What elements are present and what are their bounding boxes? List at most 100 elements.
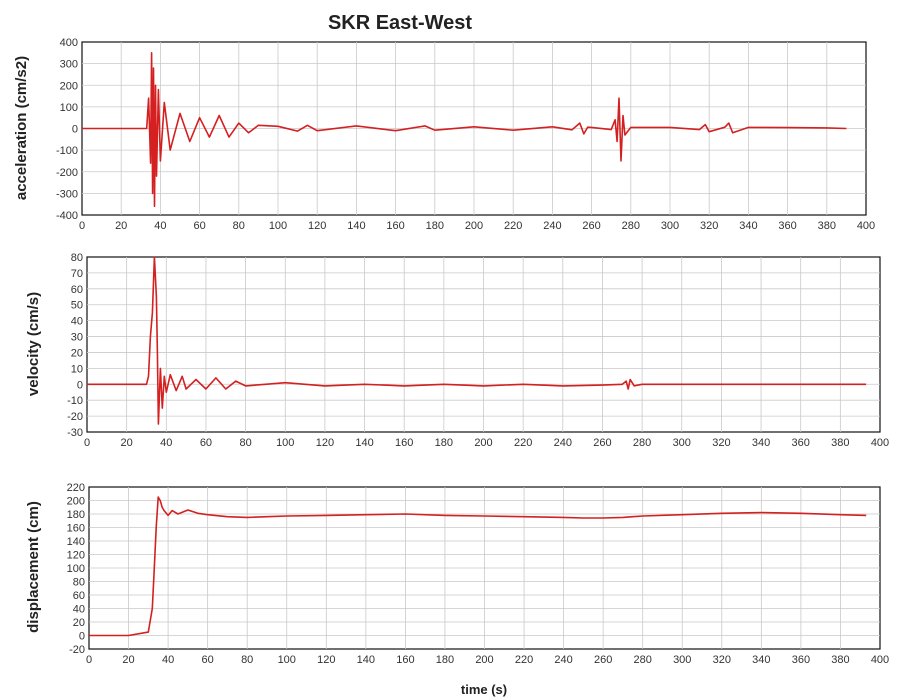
velocity-xtick-label: 240	[554, 437, 572, 449]
acceleration-ytick-label: -400	[56, 210, 78, 222]
velocity-xtick-label: 260	[593, 437, 611, 449]
velocity-ytick-label: 50	[71, 300, 83, 312]
acceleration-ytick-label: 300	[60, 59, 78, 71]
velocity-ytick-label: 0	[77, 379, 83, 391]
displacement-ytick-label: 100	[67, 563, 85, 575]
displacement-xtick-label: 300	[673, 654, 691, 666]
displacement-ytick-label: 220	[67, 482, 85, 494]
acceleration-xtick-label: 120	[308, 220, 326, 232]
displacement-xtick-label: 200	[475, 654, 493, 666]
velocity-ytick-label: 20	[71, 347, 83, 359]
velocity-ytick-label: 30	[71, 332, 83, 344]
displacement-xtick-label: 160	[396, 654, 414, 666]
velocity-xtick-label: 220	[514, 437, 532, 449]
velocity-xtick-label: 320	[712, 437, 730, 449]
velocity-trace-layer	[87, 256, 867, 425]
velocity-xtick-label: 340	[752, 437, 770, 449]
velocity-ytick-label: -10	[67, 395, 83, 407]
velocity-xtick-label: 380	[831, 437, 849, 449]
displacement-trace	[89, 496, 867, 637]
acceleration-xtick-label: 40	[154, 220, 166, 232]
acceleration-xtick-label: 0	[79, 220, 85, 232]
acceleration-trace	[82, 51, 847, 208]
displacement-ytick-label: 40	[73, 604, 85, 616]
displacement-xtick-label: 380	[831, 654, 849, 666]
velocity-xtick-label: 360	[792, 437, 810, 449]
displacement-ytick-label: 60	[73, 590, 85, 602]
acceleration-xtick-label: 100	[269, 220, 287, 232]
acceleration-xtick-label: 400	[857, 220, 875, 232]
velocity-xtick-label: 400	[871, 437, 889, 449]
displacement-trace-layer	[89, 496, 867, 637]
acceleration-xtick-label: 320	[700, 220, 718, 232]
velocity-xtick-label: 200	[474, 437, 492, 449]
acceleration-trace-layer	[82, 51, 847, 208]
acceleration-ytick-label: 400	[60, 37, 78, 49]
acceleration-xtick-label: 220	[504, 220, 522, 232]
displacement-xtick-label: 180	[436, 654, 454, 666]
velocity-xtick-label: 0	[84, 437, 90, 449]
displacement-xtick-label: 340	[752, 654, 770, 666]
velocity-ytick-label: 60	[71, 284, 83, 296]
displacement-ytick-label: 20	[73, 617, 85, 629]
velocity-xtick-label: 160	[395, 437, 413, 449]
acceleration-xtick-label: 340	[739, 220, 757, 232]
velocity-tick-labels: 0 20 40 60 80 100 120 140 160 180 200 220 240 260 280 3…	[67, 252, 889, 449]
displacement-xtick-label: 40	[162, 654, 174, 666]
acceleration-xtick-label: 80	[233, 220, 245, 232]
acceleration-xtick-label: 260	[582, 220, 600, 232]
velocity-trace	[87, 256, 867, 425]
velocity-xtick-label: 300	[673, 437, 691, 449]
velocity-ytick-label: 80	[71, 252, 83, 264]
velocity-xtick-label: 40	[160, 437, 172, 449]
velocity-ytick-label: 70	[71, 268, 83, 280]
acceleration-ytick-label: 0	[72, 124, 78, 136]
acceleration-ylabel: acceleration (cm/s2)	[13, 56, 30, 200]
acceleration-xtick-label: 200	[465, 220, 483, 232]
acceleration-tick-labels: 0 20 40 60 80 100 120 140 160 180 200 220 240 260 280 3…	[56, 37, 875, 232]
displacement-xtick-label: 20	[122, 654, 134, 666]
acceleration-xtick-label: 180	[426, 220, 444, 232]
acceleration-panel: 0 20 40 60 80 100 120 140 160 180 200 220 240 260 280 3…	[13, 37, 875, 232]
displacement-tick-labels: 0 20 40 60 80 100 120 140 160 180 200 220 240 260 280 3…	[67, 482, 890, 666]
acceleration-xtick-label: 300	[661, 220, 679, 232]
velocity-xtick-label: 60	[200, 437, 212, 449]
displacement-xtick-label: 80	[241, 654, 253, 666]
velocity-ytick-label: -20	[67, 411, 83, 423]
acceleration-ytick-label: -300	[56, 188, 78, 200]
displacement-xtick-label: 220	[515, 654, 533, 666]
acceleration-ytick-label: -200	[56, 167, 78, 179]
displacement-xtick-label: 400	[871, 654, 889, 666]
displacement-panel: 0 20 40 60 80 100 120 140 160 180 200 220 240 260 280 3…	[25, 482, 889, 697]
displacement-xtick-label: 360	[792, 654, 810, 666]
displacement-ytick-label: -20	[69, 644, 85, 656]
figure-title: SKR East-West	[328, 12, 472, 34]
acceleration-xtick-label: 20	[115, 220, 127, 232]
velocity-xtick-label: 180	[435, 437, 453, 449]
acceleration-xtick-label: 140	[347, 220, 365, 232]
displacement-xtick-label: 320	[713, 654, 731, 666]
displacement-xtick-label: 240	[554, 654, 572, 666]
displacement-xtick-label: 140	[357, 654, 375, 666]
acceleration-ytick-label: -100	[56, 145, 78, 157]
acceleration-ytick-label: 200	[60, 80, 78, 92]
displacement-ytick-label: 200	[67, 496, 85, 508]
acceleration-ytick-label: 100	[60, 102, 78, 114]
displacement-ytick-label: 180	[67, 509, 85, 521]
acceleration-grid	[82, 42, 866, 215]
displacement-xtick-label: 0	[86, 654, 92, 666]
displacement-ytick-label: 80	[73, 577, 85, 589]
displacement-xtick-label: 100	[278, 654, 296, 666]
velocity-ylabel: velocity (cm/s)	[25, 292, 42, 396]
acceleration-xtick-label: 380	[818, 220, 836, 232]
velocity-xtick-label: 20	[121, 437, 133, 449]
displacement-xlabel: time (s)	[461, 682, 507, 697]
velocity-ytick-label: -30	[67, 427, 83, 439]
acceleration-xtick-label: 160	[386, 220, 404, 232]
velocity-xtick-label: 80	[239, 437, 251, 449]
displacement-xtick-label: 120	[317, 654, 335, 666]
acceleration-xtick-label: 60	[193, 220, 205, 232]
acceleration-xtick-label: 240	[543, 220, 561, 232]
velocity-grid	[87, 257, 880, 432]
